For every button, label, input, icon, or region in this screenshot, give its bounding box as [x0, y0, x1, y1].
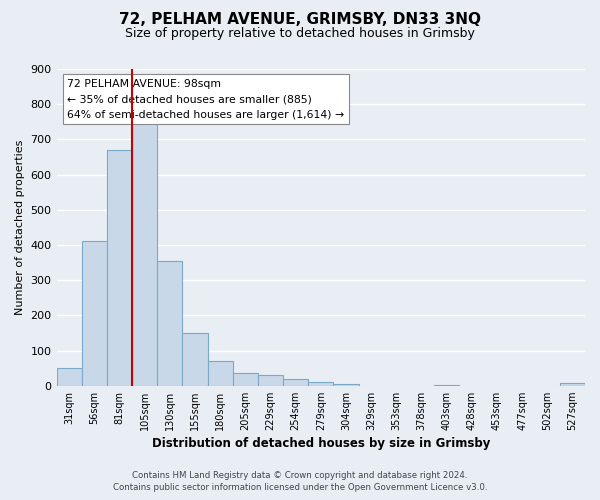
Bar [107, 150, 132, 386]
Bar [132, 122, 157, 386]
Bar [157, 261, 182, 386]
Bar [82, 242, 107, 386]
Text: Contains HM Land Registry data © Crown copyright and database right 2024.
Contai: Contains HM Land Registry data © Crown c… [113, 471, 487, 492]
Text: 72 PELHAM AVENUE: 98sqm
← 35% of detached houses are smaller (885)
64% of semi-d: 72 PELHAM AVENUE: 98sqm ← 35% of detache… [67, 78, 344, 120]
Bar [233, 372, 258, 386]
Y-axis label: Number of detached properties: Number of detached properties [15, 140, 25, 315]
Text: 72, PELHAM AVENUE, GRIMSBY, DN33 3NQ: 72, PELHAM AVENUE, GRIMSBY, DN33 3NQ [119, 12, 481, 28]
Bar [258, 375, 283, 386]
Bar [182, 333, 208, 386]
Bar [208, 361, 233, 386]
Text: Size of property relative to detached houses in Grimsby: Size of property relative to detached ho… [125, 28, 475, 40]
Bar [56, 368, 82, 386]
Bar [308, 382, 334, 386]
Bar [334, 384, 359, 386]
Bar [283, 380, 308, 386]
Bar [434, 384, 459, 386]
X-axis label: Distribution of detached houses by size in Grimsby: Distribution of detached houses by size … [152, 437, 490, 450]
Bar [560, 383, 585, 386]
